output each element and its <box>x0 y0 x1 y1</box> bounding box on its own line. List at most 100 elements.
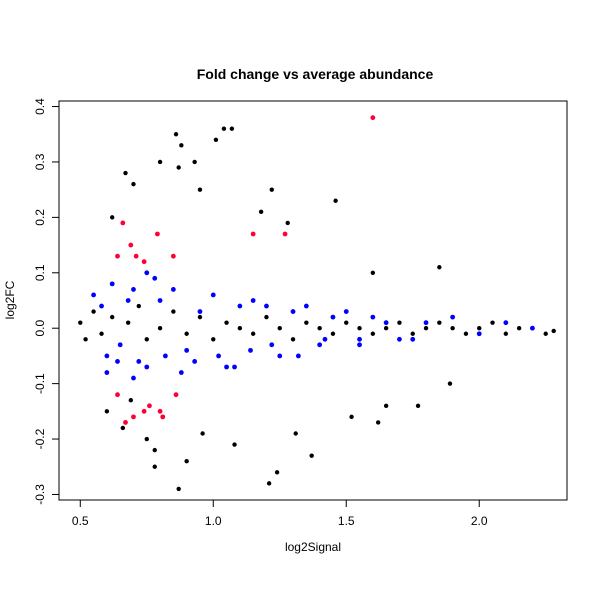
data-point <box>170 253 176 259</box>
data-point <box>250 298 256 303</box>
data-point <box>128 398 134 403</box>
data-point <box>224 320 229 325</box>
data-point <box>293 431 298 436</box>
data-point <box>437 265 442 270</box>
data-point <box>232 364 237 370</box>
data-point <box>410 336 416 342</box>
data-point <box>115 359 120 364</box>
data-point <box>383 320 389 326</box>
data-point <box>157 298 163 303</box>
data-point <box>197 314 203 320</box>
data-point <box>176 165 181 170</box>
data-point <box>211 337 216 342</box>
data-point <box>477 326 482 331</box>
data-point <box>437 320 442 325</box>
data-point <box>123 170 128 176</box>
x-axis: 0.5 1.0 1.5 2.0 <box>72 500 488 528</box>
data-point <box>141 259 147 265</box>
data-point <box>397 320 402 325</box>
data-point <box>136 303 141 309</box>
data-point <box>423 320 429 326</box>
red-point-series <box>115 115 376 425</box>
data-point <box>157 159 163 165</box>
data-point <box>344 320 349 325</box>
data-point <box>176 486 181 492</box>
data-point <box>123 420 128 425</box>
data-point <box>357 336 362 342</box>
data-point <box>322 336 328 342</box>
data-point <box>248 347 253 353</box>
data-point <box>144 337 149 342</box>
data-point <box>266 481 272 486</box>
data-point <box>125 320 131 325</box>
data-point <box>357 342 362 348</box>
y-tick-label: -0.3 <box>33 484 47 505</box>
data-point <box>144 436 149 442</box>
data-point <box>258 209 264 215</box>
data-point <box>277 326 282 331</box>
data-point <box>109 314 115 320</box>
data-point <box>178 370 184 375</box>
data-point <box>232 442 237 447</box>
blue-point-series <box>91 270 535 381</box>
data-point <box>450 326 455 331</box>
data-point <box>157 408 163 414</box>
data-point <box>162 353 168 359</box>
data-point <box>304 320 309 325</box>
data-point <box>104 353 110 359</box>
data-point <box>171 309 176 314</box>
data-point <box>447 381 453 386</box>
data-point <box>282 231 288 237</box>
data-point <box>410 331 415 336</box>
data-point <box>285 220 290 226</box>
y-tick-label: 0.4 <box>33 98 47 115</box>
data-point <box>274 470 280 475</box>
data-point <box>192 359 198 364</box>
data-point <box>237 326 243 331</box>
y-tick-label: 0.0 <box>33 320 47 337</box>
y-tick-label: -0.1 <box>33 373 47 394</box>
data-point <box>264 314 269 320</box>
plot-frame <box>58 100 568 501</box>
data-point <box>221 126 227 131</box>
data-point <box>290 309 296 314</box>
data-point <box>317 342 323 348</box>
x-tick-label: 1.0 <box>205 514 222 528</box>
data-point <box>120 220 126 226</box>
data-point <box>277 353 283 359</box>
data-point <box>250 231 256 237</box>
data-point <box>450 314 456 320</box>
data-point <box>210 292 216 298</box>
data-point <box>309 453 314 458</box>
data-point <box>155 231 160 237</box>
data-point <box>370 115 376 121</box>
data-point <box>551 328 556 334</box>
data-point <box>109 281 115 287</box>
data-point <box>516 326 522 331</box>
data-point <box>117 342 123 348</box>
y-tick-label: 0.3 <box>33 153 47 170</box>
data-point <box>295 353 301 359</box>
data-point <box>115 253 120 259</box>
y-tick-label: 0.2 <box>33 209 47 226</box>
data-point <box>99 303 104 309</box>
data-point <box>173 132 179 137</box>
data-point <box>423 326 429 331</box>
black-point-series <box>78 126 556 492</box>
data-point <box>78 320 83 325</box>
data-point <box>99 331 104 336</box>
data-point <box>269 187 274 192</box>
data-point <box>264 303 269 309</box>
data-point <box>197 187 203 192</box>
data-point <box>109 215 115 220</box>
data-point <box>250 331 256 336</box>
data-point <box>370 270 376 275</box>
data-point <box>152 464 157 469</box>
data-point <box>157 326 163 331</box>
data-point <box>330 314 336 320</box>
data-point <box>415 403 421 408</box>
data-point <box>290 337 296 342</box>
data-point <box>184 459 189 464</box>
data-point <box>152 447 157 453</box>
